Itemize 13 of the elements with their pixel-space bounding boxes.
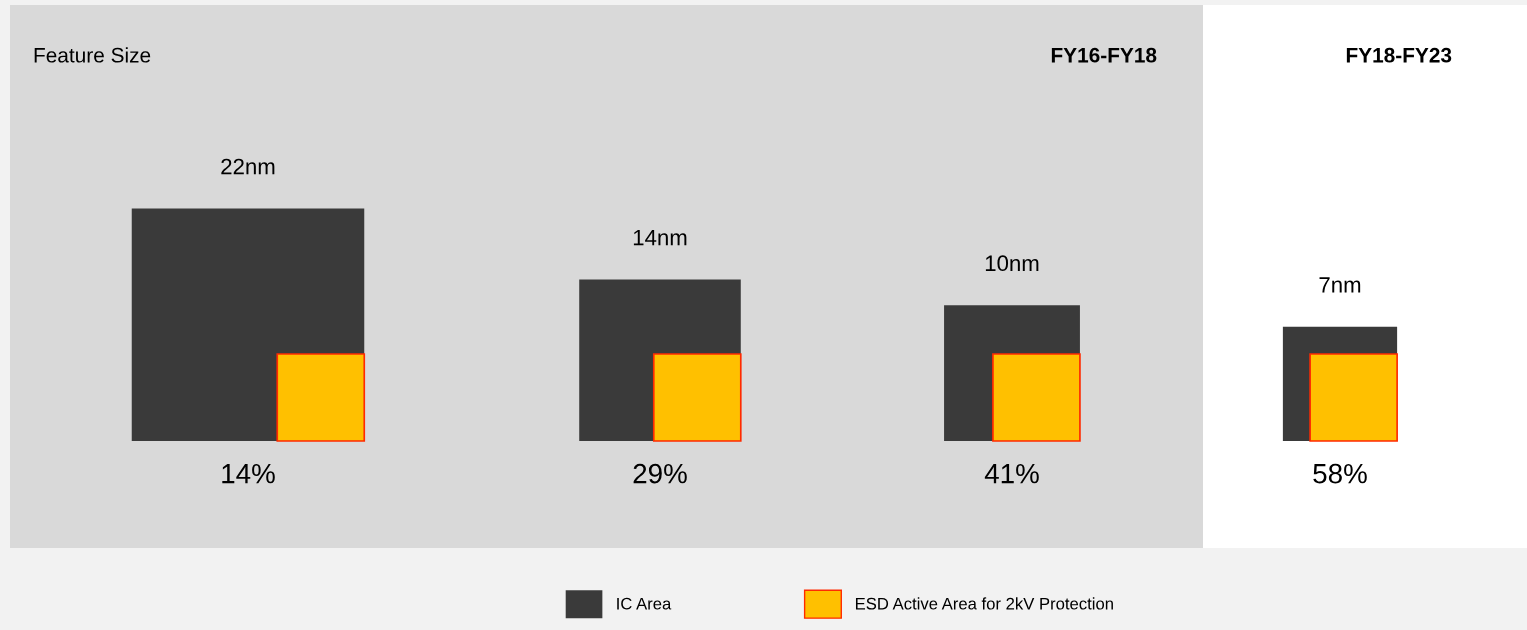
text: FY18-FY23 — [1346, 47, 1452, 63]
category-label: 22nm — [221, 158, 275, 175]
category-label: 10nm — [985, 255, 1039, 272]
text: Feature Size — [34, 47, 151, 63]
data-label: 14% — [222, 463, 275, 484]
data-label: 41% — [984, 463, 1039, 484]
category-label: 7nm — [1319, 277, 1361, 293]
legend-label: ESD Active Area for 2kV Protection — [855, 597, 1113, 610]
data-label: 29% — [633, 463, 687, 484]
category-label: 14nm — [633, 229, 687, 246]
legend-label: IC Area — [617, 597, 672, 610]
text: FY16-FY18 — [1051, 47, 1157, 63]
data-label: 58% — [1313, 463, 1367, 484]
